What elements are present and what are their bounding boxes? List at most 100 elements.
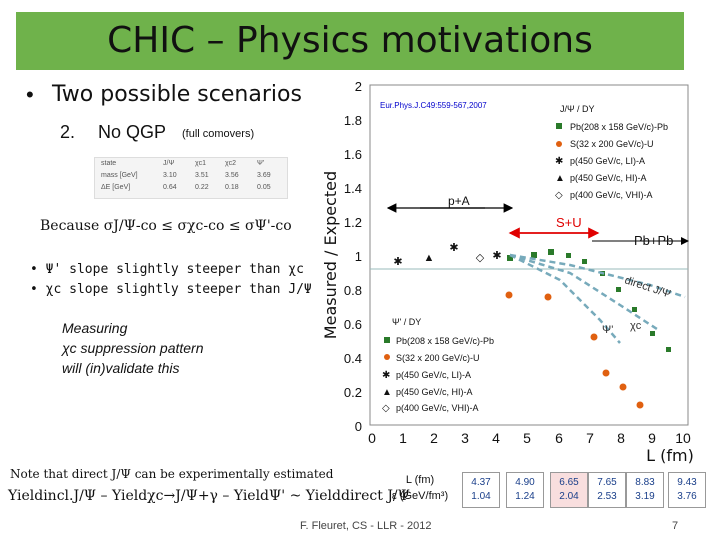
chic-trend [509, 253, 661, 333]
energy-eps-value: 2.04 [559, 491, 579, 502]
energy-eps-value: 3.76 [677, 491, 697, 502]
suppression-plot: Measured / Expected 2 1.8 1.6 1.4 1.2 1 … [321, 79, 694, 465]
psi-prime-points [505, 291, 644, 409]
label-PbPb: Pb+Pb [634, 233, 673, 248]
y-tick-label: 1.6 [344, 147, 362, 162]
y-tick-label: 0.2 [344, 385, 362, 400]
measuring-line-3: will (in)validate this [62, 360, 180, 376]
data-point: ✱ [492, 250, 501, 262]
x-tick-label: 0 [368, 430, 376, 446]
state-table: state J/Ψ χc1 χc2 Ψ' mass [GeV] 3.10 3.5… [94, 157, 288, 199]
table-cell: 3.56 [225, 172, 239, 179]
data-point [548, 249, 554, 255]
label-SU: S+U [556, 215, 582, 230]
bullet-scenarios: Two possible scenarios [52, 82, 302, 107]
legend-square-marker [384, 337, 390, 343]
data-point: ◇ [476, 252, 485, 264]
y-tick-label: 0.4 [344, 351, 362, 366]
SU-data-points [507, 249, 554, 261]
table-cell: χc1 [195, 160, 207, 167]
sub-main: No QGP [98, 122, 167, 142]
data-point [544, 293, 552, 301]
measuring-line-2: χc suppression pattern [62, 340, 204, 356]
table-cell: 0.22 [195, 184, 209, 191]
energy-L-value: 9.43 [677, 477, 697, 488]
data-point [666, 347, 671, 352]
header-epsilon: ε (GeV/fm³) [391, 490, 449, 502]
measuring-line-1: Measuring [62, 320, 128, 336]
legend-bottom-title: Ψ' / DY [392, 317, 421, 327]
x-ticks: 0 1 2 3 4 5 6 7 8 9 10 [368, 430, 691, 446]
bullet-chic-text: χc slope slightly steeper than J/Ψ [45, 282, 312, 297]
table-cell: ΔE [GeV] [101, 184, 131, 191]
plot-frame [369, 84, 689, 426]
x-tick-label: 3 [461, 430, 469, 446]
energy-col: 4.90 1.24 [506, 472, 544, 508]
data-point [616, 287, 621, 292]
header-L: L (fm) [405, 474, 435, 486]
data-point: ✱ [449, 242, 458, 254]
sub-note: (full comovers) [182, 128, 255, 140]
x-tick-label: 9 [648, 430, 656, 446]
legend-circle-marker [384, 354, 390, 360]
label-direct-jpsi: direct J/Ψ [623, 274, 672, 300]
table-cell: 0.05 [257, 184, 271, 191]
y-tick-label: 1 [355, 249, 362, 264]
x-tick-label: 5 [523, 430, 531, 446]
table-cell: 0.18 [225, 184, 239, 191]
y-ticks: 2 1.8 1.6 1.4 1.2 1 0.8 0.6 0.4 0.2 0 [344, 79, 362, 434]
energy-col: 9.43 3.76 [668, 472, 706, 508]
data-point [636, 401, 644, 409]
page-number: 7 [672, 520, 679, 532]
direct-jpsi-trend [509, 253, 686, 299]
data-point [590, 333, 598, 341]
sub-number: 2. [60, 122, 76, 142]
y-tick-label: 2 [355, 79, 362, 94]
table-cell: 3.51 [195, 172, 209, 179]
label-chic: χc [630, 320, 642, 332]
x-tick-label: 10 [675, 430, 691, 446]
data-point [582, 259, 587, 264]
energy-col: 4.37 1.04 [462, 472, 500, 508]
x-axis-label: L (fm) [646, 446, 694, 465]
footer-text: F. Fleuret, CS - LLR - 2012 [300, 520, 432, 532]
legend-square-marker [556, 123, 562, 129]
bullet-chic-slope: • χc slope slightly steeper than J/Ψ [30, 282, 312, 297]
y-tick-label: 0.8 [344, 283, 362, 298]
legend-top: J/Ψ / DY Pb(208 x 158 GeV/c)-Pb S(32 x 2… [555, 104, 668, 201]
legend-bottom-entry: p(450 GeV/c, LI)-A [396, 370, 471, 380]
legend-star-marker: ✱ [555, 156, 563, 167]
y-tick-label: 1.2 [344, 215, 362, 230]
energy-L-value: 6.65 [559, 477, 579, 488]
x-tick-label: 1 [399, 430, 407, 446]
legend-bottom-entry: Pb(208 x 158 GeV/c)-Pb [396, 336, 494, 346]
legend-triangle-marker: ▲ [555, 173, 565, 184]
y-tick-label: 1.4 [344, 181, 362, 196]
legend-bottom: Ψ' / DY Pb(208 x 158 GeV/c)-Pb S(32 x 20… [382, 317, 494, 414]
legend-bottom-entry: S(32 x 200 GeV/c)-U [396, 353, 480, 363]
legend-top-entry: Pb(208 x 158 GeV/c)-Pb [570, 122, 668, 132]
energy-eps-value: 2.53 [597, 491, 617, 502]
slide-title: CHIC – Physics motivations [107, 20, 593, 61]
bullet-psi-text: Ψ' slope slightly steeper than χc [45, 262, 304, 277]
legend-top-entry: p(450 GeV/c, HI)-A [570, 173, 647, 183]
y-axis-label: Measured / Expected [321, 171, 340, 339]
energy-L-value: 4.90 [515, 477, 535, 488]
energy-table-header: L (fm) ε (GeV/fm³) [382, 472, 458, 510]
energy-eps-value: 1.04 [471, 491, 491, 502]
psi-prime-trend [509, 253, 621, 344]
legend-diamond-marker: ◇ [555, 190, 563, 201]
data-point [531, 252, 537, 258]
data-point [505, 291, 513, 299]
note-text: Note that direct J/Ψ can be experimental… [10, 467, 334, 481]
energy-col: 6.65 2.04 [550, 472, 588, 508]
energy-eps-value: 3.19 [635, 491, 655, 502]
legend-top-title: J/Ψ / DY [560, 104, 595, 114]
table-cell: χc2 [225, 160, 237, 167]
data-point [650, 331, 655, 336]
table-cell: mass [GeV] [101, 172, 138, 179]
label-pA: p+A [448, 194, 470, 208]
data-point [566, 253, 571, 258]
legend-top-entry: p(400 GeV/c, VHI)-A [570, 190, 653, 200]
energy-L-value: 7.65 [597, 477, 617, 488]
